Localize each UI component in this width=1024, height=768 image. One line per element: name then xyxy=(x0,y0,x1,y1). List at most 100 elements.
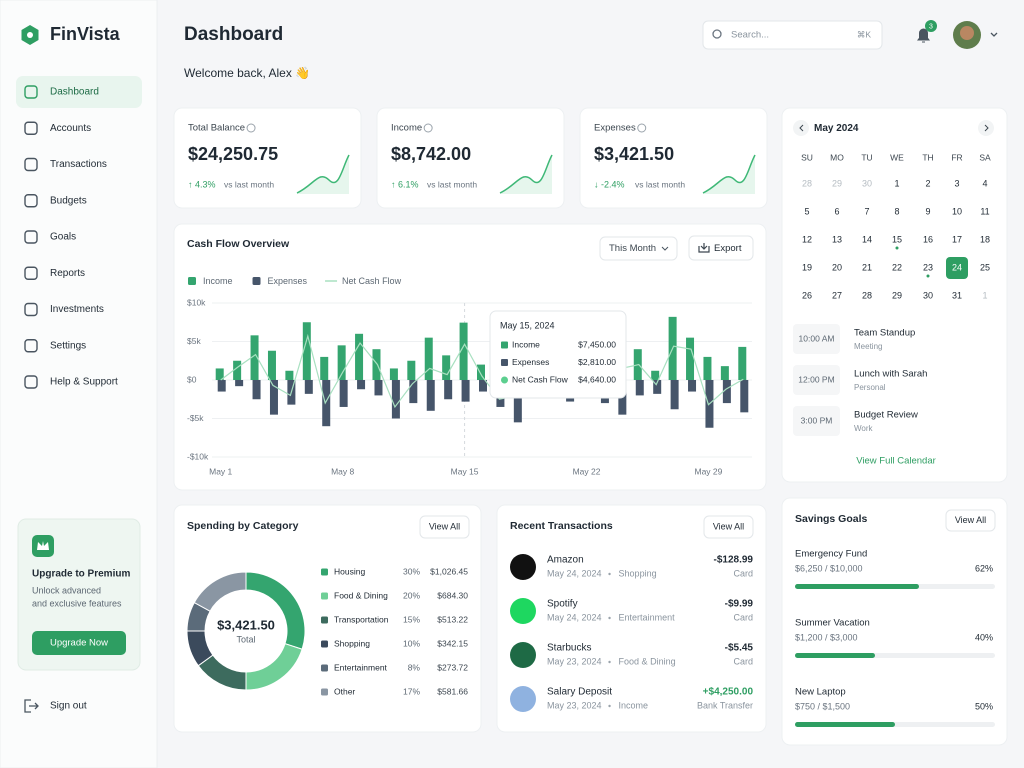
goal-progress: $6,250 / $10,000 xyxy=(795,563,863,573)
next-month[interactable] xyxy=(978,120,994,136)
tooltip-label: Income xyxy=(512,339,540,349)
export-label[interactable]: Export xyxy=(714,243,742,254)
separator xyxy=(608,704,611,708)
nav-item[interactable]: Help & Support xyxy=(50,377,118,388)
category-amount: $581.66 xyxy=(437,686,468,696)
calendar-day[interactable]: 11 xyxy=(980,206,989,216)
bell[interactable] xyxy=(917,28,930,43)
tooltip-label: Net Cash Flow xyxy=(512,374,569,384)
savings-card xyxy=(781,497,1008,746)
stat-note: vs last month xyxy=(224,179,274,189)
merchant-icon xyxy=(510,554,536,580)
bar xyxy=(653,380,662,394)
upgrade-label[interactable]: Upgrade Now xyxy=(50,638,108,649)
calendar-day[interactable]: 17 xyxy=(952,234,962,244)
period-select[interactable] xyxy=(599,236,678,261)
nav-item[interactable]: Goals xyxy=(50,232,76,243)
calendar-day[interactable]: 29 xyxy=(892,290,902,300)
search-shortcut: ⌘K xyxy=(857,29,872,39)
weekday: FR xyxy=(951,152,962,162)
prev-month[interactable] xyxy=(793,120,809,136)
calendar-day[interactable]: 19 xyxy=(802,262,812,272)
nav-item[interactable]: Transactions xyxy=(50,159,107,170)
calendar-day[interactable]: 28 xyxy=(862,290,872,300)
calendar-day[interactable]: 13 xyxy=(832,234,842,244)
calendar-day[interactable]: 1 xyxy=(894,178,899,188)
calendar-day[interactable]: 18 xyxy=(980,234,990,244)
bar xyxy=(374,380,383,396)
calendar-day[interactable]: 30 xyxy=(862,178,872,188)
nav-item[interactable]: Dashboard xyxy=(50,87,99,98)
calendar-day[interactable]: 4 xyxy=(982,178,987,188)
bar xyxy=(252,380,261,400)
category-name: Other xyxy=(334,686,355,696)
event-title: Team Standup xyxy=(854,328,915,339)
view-all-label[interactable]: View All xyxy=(955,515,986,525)
calendar-day[interactable]: 28 xyxy=(802,178,812,188)
bar xyxy=(235,380,244,387)
calendar-day[interactable]: 2 xyxy=(925,178,930,188)
event-time: 10:00 AM xyxy=(799,333,835,343)
calendar-day[interactable]: 29 xyxy=(832,178,842,188)
calendar-day[interactable]: 5 xyxy=(804,206,809,216)
calendar-day[interactable]: 16 xyxy=(923,234,933,244)
sign-out[interactable]: Sign out xyxy=(50,701,87,712)
calendar-day[interactable]: 14 xyxy=(862,234,872,244)
event-tag: Meeting xyxy=(854,342,882,351)
transaction-category: Shopping xyxy=(619,568,657,578)
calendar-day[interactable]: 12 xyxy=(802,234,812,244)
next-arrow xyxy=(984,124,989,132)
calendar-day[interactable]: 7 xyxy=(864,206,869,216)
avatar-menu[interactable] xyxy=(990,32,998,37)
sparkline-area xyxy=(500,155,552,194)
premium-text: Unlock advanced xyxy=(32,585,101,595)
info-icon xyxy=(246,123,256,133)
bar xyxy=(703,356,712,380)
separator xyxy=(608,616,611,620)
legend-swatch xyxy=(321,616,328,624)
nav-item[interactable]: Accounts xyxy=(50,123,91,134)
bar xyxy=(424,337,433,380)
view-all-label[interactable]: View All xyxy=(429,521,460,531)
bar xyxy=(442,355,451,380)
selected-day xyxy=(946,257,968,279)
calendar-day[interactable]: 9 xyxy=(925,206,930,216)
nav-item[interactable]: Settings xyxy=(50,340,86,351)
view-all[interactable] xyxy=(419,515,470,539)
calendar-day[interactable]: 8 xyxy=(894,206,899,216)
calendar-day[interactable]: 24 xyxy=(952,262,962,272)
calendar-day[interactable]: 3 xyxy=(954,178,959,188)
view-all[interactable] xyxy=(945,509,996,532)
calendar-day[interactable]: 10 xyxy=(952,206,962,216)
cash-flow-card xyxy=(173,223,767,491)
nav-icon xyxy=(24,121,38,135)
view-all-label[interactable]: View All xyxy=(713,521,744,531)
goal-percent: 50% xyxy=(975,701,993,711)
calendar-day[interactable]: 22 xyxy=(892,262,902,272)
legend-swatch xyxy=(321,592,328,600)
nav-item[interactable]: Budgets xyxy=(50,195,87,206)
export-button[interactable] xyxy=(688,235,754,261)
calendar-link[interactable]: View Full Calendar xyxy=(856,456,936,467)
calendar-day[interactable]: 21 xyxy=(862,262,872,272)
transaction-date: May 24, 2024 xyxy=(547,612,602,622)
nav-item[interactable]: Reports xyxy=(50,268,85,279)
calendar-day[interactable]: 31 xyxy=(952,290,962,300)
calendar-day[interactable]: 27 xyxy=(832,290,842,300)
view-all[interactable] xyxy=(703,515,754,539)
card-title: Spending by Category xyxy=(187,520,299,532)
calendar-day[interactable]: 1 xyxy=(982,290,987,300)
calendar-day[interactable]: 25 xyxy=(980,262,990,272)
search-box[interactable] xyxy=(702,20,883,50)
search-placeholder: Search... xyxy=(731,30,769,41)
calendar-day[interactable]: 26 xyxy=(802,290,812,300)
nav-item[interactable]: Investments xyxy=(50,304,104,315)
upgrade-button[interactable] xyxy=(32,631,126,655)
calendar-day[interactable]: 20 xyxy=(832,262,842,272)
calendar-day[interactable]: 15 xyxy=(892,234,902,244)
nav-icon xyxy=(24,194,38,208)
event-time: 3:00 PM xyxy=(801,415,833,425)
calendar-day[interactable]: 30 xyxy=(923,290,933,300)
calendar-day[interactable]: 6 xyxy=(834,206,839,216)
calendar-day[interactable]: 23 xyxy=(923,262,933,272)
